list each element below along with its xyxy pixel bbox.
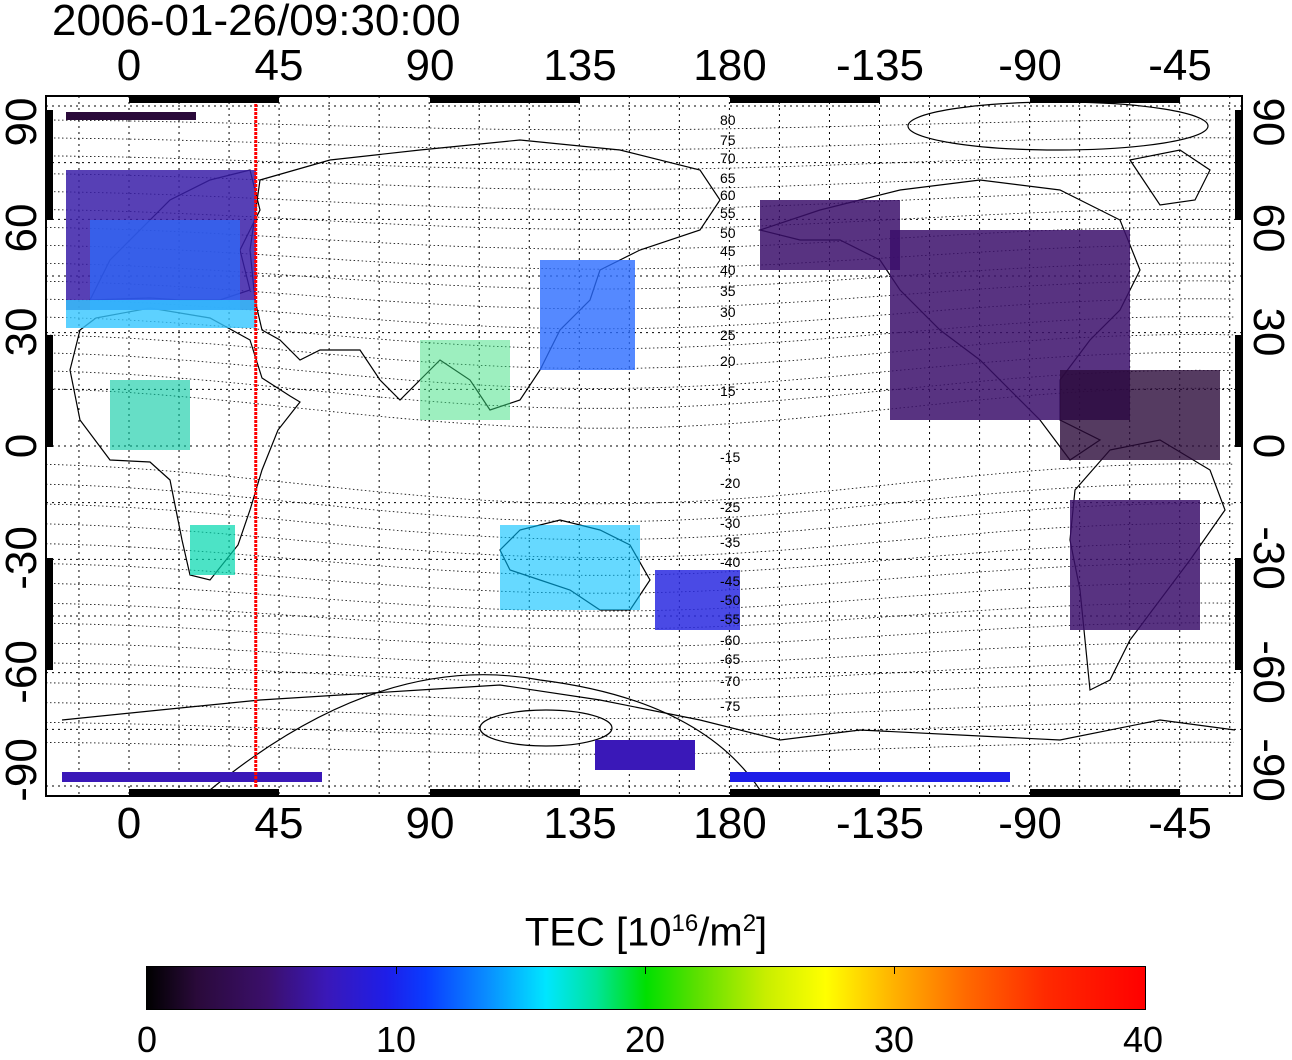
west-africa-tec bbox=[110, 380, 190, 450]
graticule-grid bbox=[46, 96, 1242, 796]
colorbar bbox=[146, 966, 1146, 1010]
bottom-lon-tick: -135 bbox=[835, 799, 925, 848]
top-lon-tick: 90 bbox=[405, 41, 455, 90]
colorbar-title-prefix: TEC [10 bbox=[524, 910, 672, 955]
south-america-tec bbox=[1070, 500, 1200, 630]
contour-label: 75 bbox=[720, 132, 736, 148]
greenland-coastline bbox=[1129, 149, 1211, 206]
alaska-tec-region bbox=[760, 200, 900, 270]
top-lon-tick: -45 bbox=[1148, 41, 1212, 90]
tec-observations bbox=[62, 112, 1220, 782]
australia-tec bbox=[500, 525, 640, 610]
contour-label: -65 bbox=[720, 651, 740, 667]
colorbar-title-suffix: ] bbox=[756, 910, 768, 955]
contour-label: -20 bbox=[720, 475, 740, 491]
contour-label: 20 bbox=[720, 353, 736, 369]
colorbar-title-unit: /m bbox=[698, 910, 743, 955]
timestamp-title: 2006-01-26/09:30:00 bbox=[52, 0, 461, 45]
contour-label: -15 bbox=[720, 449, 740, 465]
contour-label: 70 bbox=[720, 150, 736, 166]
contour-label: -35 bbox=[720, 534, 740, 550]
contour-label: 40 bbox=[720, 262, 736, 278]
contour-label: -60 bbox=[720, 632, 740, 648]
contour-label: -75 bbox=[720, 698, 740, 714]
top-lon-tick: 45 bbox=[254, 41, 304, 90]
south-magnetic-contour bbox=[209, 674, 761, 791]
contour-label: -25 bbox=[720, 499, 740, 515]
europe-tec-core bbox=[90, 220, 240, 310]
contour-label: -40 bbox=[720, 554, 740, 570]
top-lon-tick: 180 bbox=[693, 41, 767, 90]
colorbar-label: 30 bbox=[873, 1019, 915, 1060]
contour-label: 30 bbox=[720, 304, 736, 320]
contour-label: 45 bbox=[720, 243, 736, 259]
bottom-lon-tick: 90 bbox=[405, 799, 455, 848]
contour-label: -30 bbox=[720, 515, 740, 531]
colorbar-title-exponent: 16 bbox=[671, 910, 699, 937]
contour-label: -55 bbox=[720, 611, 740, 627]
top-lon-tick: -90 bbox=[998, 41, 1062, 90]
japan-tec-region bbox=[540, 260, 635, 370]
magnetic-contour bbox=[45, 483, 1235, 523]
arctic-tec-strip bbox=[66, 112, 196, 120]
colorbar-title-exponent-2: 2 bbox=[742, 910, 757, 937]
bottom-lon-tick: -90 bbox=[998, 799, 1062, 848]
contour-label: 35 bbox=[720, 283, 736, 299]
magnetic-contour bbox=[45, 522, 1235, 558]
new-zealand-tec bbox=[655, 570, 740, 630]
top-lon-tick: 135 bbox=[543, 41, 617, 90]
bottom-lon-tick: -45 bbox=[1148, 799, 1212, 848]
contour-label: -70 bbox=[720, 673, 740, 689]
colorbar-tick-mark bbox=[396, 966, 397, 974]
mediterranean-tec bbox=[66, 300, 256, 328]
antarctic-tec bbox=[595, 740, 695, 770]
contour-label: 60 bbox=[720, 187, 736, 203]
india-tec bbox=[420, 340, 510, 420]
frame-ticks bbox=[46, 96, 1242, 796]
contour-label: 55 bbox=[720, 205, 736, 221]
magnetic-contour bbox=[45, 503, 1235, 541]
colorbar-label: 0 bbox=[136, 1019, 158, 1060]
north-polar-contour bbox=[907, 101, 1209, 151]
contour-label: 50 bbox=[720, 225, 736, 241]
colorbar-tick-mark bbox=[894, 966, 895, 974]
bottom-lon-tick: 135 bbox=[543, 799, 617, 848]
colorbar-label: 10 bbox=[375, 1019, 417, 1060]
bottom-lon-tick: 0 bbox=[116, 799, 142, 848]
top-lon-tick: 0 bbox=[116, 41, 142, 90]
contour-label: 65 bbox=[720, 170, 736, 186]
bottom-lon-tick: 180 bbox=[693, 799, 767, 848]
top-lon-tick: -135 bbox=[835, 41, 925, 90]
colorbar-title: TEC [1016/m2] bbox=[0, 900, 1292, 956]
contour-label: 15 bbox=[720, 383, 736, 399]
contour-label: 80 bbox=[720, 112, 736, 128]
contour-label: -50 bbox=[720, 592, 740, 608]
colorbar-tick-mark bbox=[645, 966, 646, 974]
central-america-tec bbox=[1060, 370, 1220, 460]
contour-label: -45 bbox=[720, 573, 740, 589]
polar-contours bbox=[209, 101, 1209, 791]
bottom-lon-tick: 45 bbox=[254, 799, 304, 848]
south-edge-tec-1 bbox=[62, 772, 322, 782]
magnetic-contour bbox=[45, 463, 1235, 505]
colorbar-label: 40 bbox=[1122, 1019, 1164, 1060]
south-edge-tec-2 bbox=[730, 772, 1010, 782]
antarctica-coastline bbox=[61, 684, 1236, 741]
south-polar-contour bbox=[479, 709, 613, 747]
contour-label: 25 bbox=[720, 327, 736, 343]
south-africa-tec bbox=[190, 525, 235, 575]
colorbar-label: 20 bbox=[624, 1019, 666, 1060]
